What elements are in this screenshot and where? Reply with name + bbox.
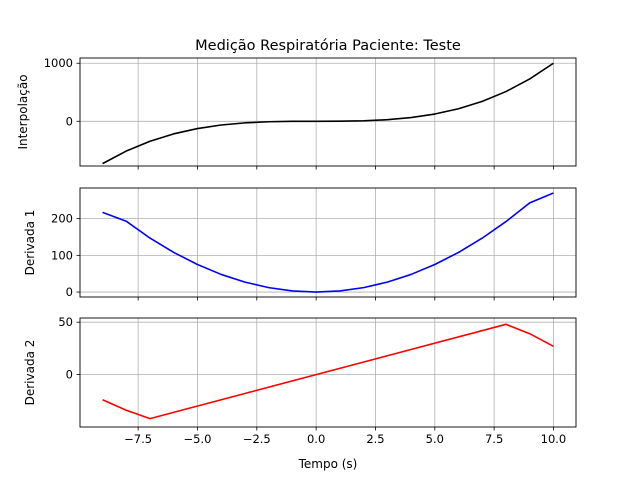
x-axis-label: Tempo (s)	[298, 457, 358, 471]
x-tick-label: −2.5	[243, 432, 271, 446]
x-tick-label: 0.0	[307, 432, 325, 446]
y-axis-label: Derivada 2	[23, 340, 37, 406]
chart-title: Medição Respiratória Paciente: Teste	[195, 38, 461, 54]
y-tick-label: 1000	[44, 56, 73, 70]
series-line	[102, 323, 554, 420]
y-tick-label: 0	[66, 114, 73, 128]
series-line	[102, 62, 554, 165]
axes-frame	[79, 57, 577, 167]
x-tick-label: 2.5	[366, 432, 384, 446]
x-tick-label: −5.0	[184, 432, 212, 446]
y-tick-label: 50	[58, 315, 73, 329]
x-tick-label: 10.0	[541, 432, 567, 446]
x-tick-label: 7.5	[485, 432, 503, 446]
axes-frame	[79, 187, 577, 298]
y-tick-label: 0	[66, 368, 73, 382]
x-tick-label: 5.0	[426, 432, 444, 446]
y-axis-label: Derivada 1	[23, 210, 37, 276]
y-tick-label: 100	[51, 248, 73, 262]
y-axis-label: Interpolação	[16, 74, 30, 149]
series-line	[102, 192, 554, 293]
y-tick-label: 0	[66, 285, 73, 299]
y-tick-label: 200	[51, 212, 73, 226]
x-tick-label: −7.5	[124, 432, 152, 446]
axes-frame	[79, 317, 577, 428]
